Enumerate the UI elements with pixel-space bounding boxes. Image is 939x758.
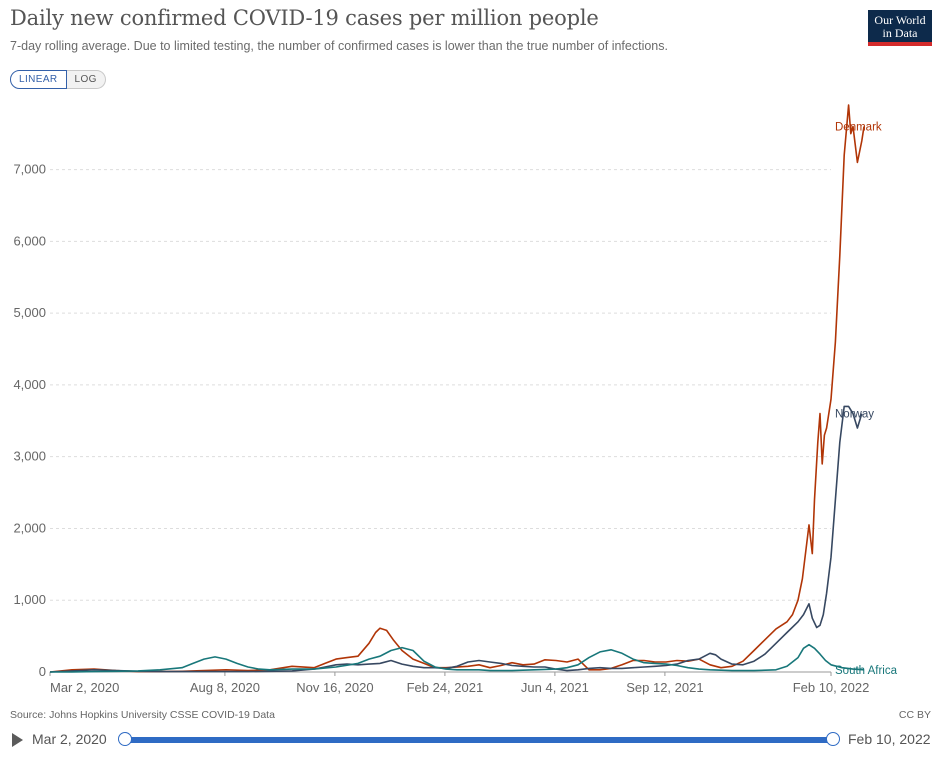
chart-title: Daily new confirmed COVID-19 cases per m… [10,6,599,30]
x-tick-label: Feb 10, 2022 [793,680,870,695]
play-icon[interactable] [12,733,23,747]
y-tick-label: 3,000 [13,449,46,464]
y-tick-label: 7,000 [13,162,46,177]
x-tick-label: Mar 2, 2020 [50,680,119,695]
y-tick-label: 5,000 [13,305,46,320]
logo-line-2: in Data [882,26,918,40]
grid-lines [50,169,831,673]
timeline: Mar 2, 2020 Feb 10, 2022 [0,728,939,754]
timeline-start-handle[interactable] [118,732,132,746]
series-line-south-africa[interactable] [50,643,865,673]
timeline-end-handle[interactable] [826,732,840,746]
x-tick-label: Feb 24, 2021 [407,680,484,695]
x-axis-tick-labels: Mar 2, 2020 Aug 8, 2020 Nov 16, 2020 Feb 24… [49,672,870,695]
log-scale-button[interactable]: LOG [66,70,106,89]
timeline-end-label: Feb 10, 2022 [848,731,931,747]
x-tick-label: Sep 12, 2021 [626,680,703,695]
series-labels: Denmark Norway South Africa [835,122,898,677]
x-tick-label: Nov 16, 2020 [296,680,373,695]
linear-scale-button[interactable]: LINEAR [10,70,67,89]
y-tick-label: 2,000 [13,520,46,535]
series-label-norway[interactable]: Norway [835,409,874,421]
series-label-south-africa[interactable]: South Africa [835,665,898,677]
logo-line-1: Our World [874,13,926,27]
series-lines [49,104,865,673]
x-tick-label: Jun 4, 2021 [521,680,589,695]
scale-toggle: LINEAR LOG [10,70,106,89]
y-axis-tick-labels: 0 1,000 2,000 3,000 4,000 5,000 6,000 7,000 [13,162,46,679]
timeline-start-label: Mar 2, 2020 [32,731,107,747]
source-note[interactable]: Source: Johns Hopkins University CSSE CO… [10,709,275,721]
chart-subtitle: 7-day rolling average. Due to limited te… [10,39,668,53]
y-tick-label: 1,000 [13,592,46,607]
series-line-denmark[interactable] [49,104,865,673]
license-label[interactable]: CC BY [898,709,931,721]
y-tick-label: 4,000 [13,377,46,392]
line-chart: 0 1,000 2,000 3,000 4,000 5,000 6,000 7,000 Mar… [13,104,898,695]
y-tick-label: 6,000 [13,233,46,248]
x-tick-label: Aug 8, 2020 [190,680,260,695]
series-line-norway[interactable] [49,405,863,673]
series-label-denmark[interactable]: Denmark [835,122,882,134]
owid-logo[interactable]: Our World in Data [868,10,932,46]
y-tick-label: 0 [39,664,46,679]
timeline-track[interactable] [124,737,832,743]
